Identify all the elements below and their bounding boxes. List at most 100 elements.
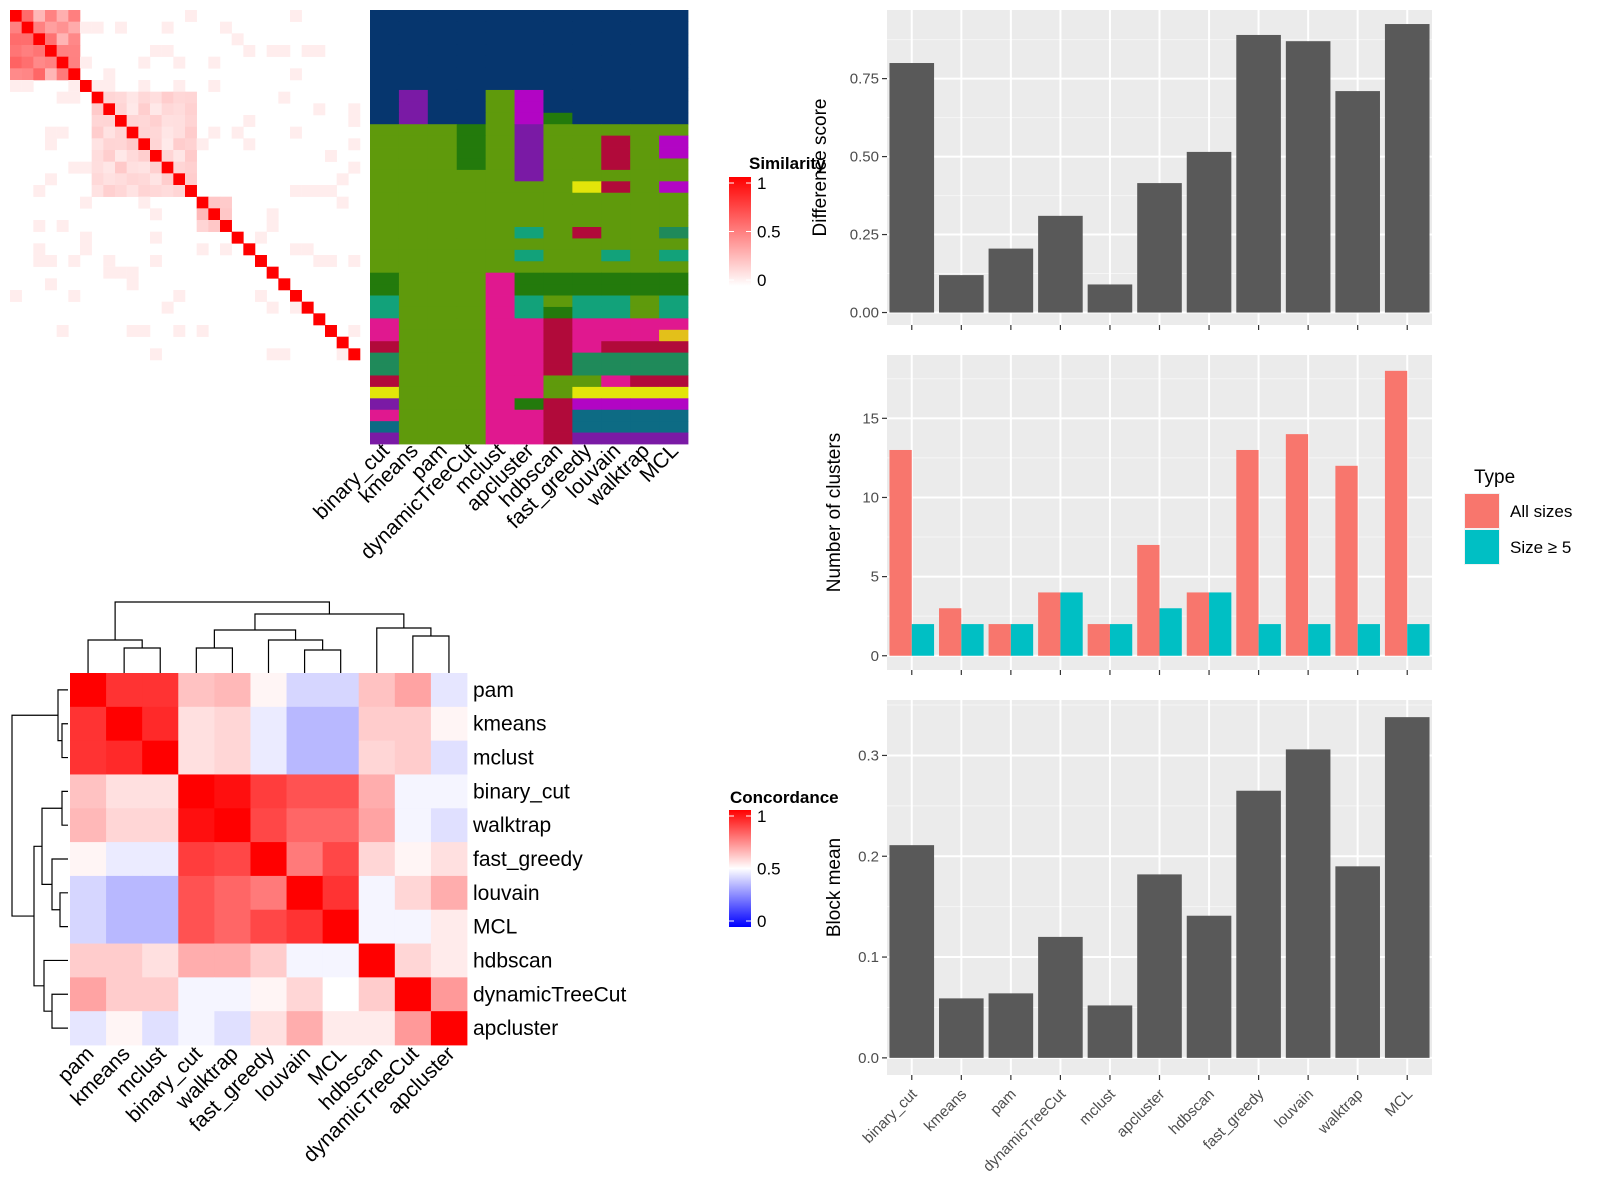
similarity-cell xyxy=(255,255,267,267)
similarity-cell xyxy=(138,196,151,209)
dendrogram-branch xyxy=(11,714,58,917)
concordance-cell xyxy=(70,706,107,742)
assignment-cell xyxy=(370,147,400,159)
assignment-cell xyxy=(543,32,573,45)
assignment-cell xyxy=(543,55,573,68)
bar xyxy=(889,63,935,313)
assignment-cell xyxy=(370,318,400,331)
assignment-cell xyxy=(398,375,429,388)
assignment-cell xyxy=(370,32,400,45)
assignment-cell xyxy=(514,386,544,399)
similarity-legend: Similarity 1 0.5 0 xyxy=(729,154,826,290)
similarity-cell xyxy=(150,115,162,127)
concordance-heatmap: pam kmeans mclust binary_cut walktrap fast_gr… xyxy=(53,673,626,1167)
similarity-cell xyxy=(173,56,186,69)
similarity-cell xyxy=(33,21,46,34)
assignment-cell xyxy=(572,124,602,137)
assignment-cell xyxy=(427,341,458,354)
concordance-cell xyxy=(214,774,251,809)
bar xyxy=(1137,183,1182,313)
concordance-cell xyxy=(358,706,396,742)
assignment-cell xyxy=(456,112,487,125)
concordance-row-label: kmeans xyxy=(473,713,547,736)
assignment-cell xyxy=(601,101,631,114)
assignment-cell xyxy=(659,192,689,205)
similarity-cell xyxy=(103,126,116,139)
concordance-cell xyxy=(250,706,287,742)
assignment-cell xyxy=(601,21,631,34)
concordance-row-label: louvain xyxy=(473,882,540,905)
bar xyxy=(1137,544,1160,656)
concordance-cell xyxy=(70,943,107,978)
assignment-cell xyxy=(514,261,544,274)
similarity-cell xyxy=(56,21,69,34)
assignment-cell xyxy=(427,181,458,194)
concordance-dendrograms xyxy=(11,601,450,1029)
assignment-cell xyxy=(601,227,631,239)
assignment-cell xyxy=(543,10,573,22)
concordance-cell xyxy=(250,1011,287,1046)
assignment-cell xyxy=(485,44,515,57)
concordance-cell xyxy=(70,774,107,809)
similarity-cell xyxy=(313,45,326,57)
concordance-cell xyxy=(394,977,432,1012)
similarity-cell xyxy=(348,103,361,116)
concordance-cell xyxy=(106,1011,143,1046)
assignment-cell xyxy=(398,112,429,125)
x-tick-label: apcluster xyxy=(1113,1086,1168,1141)
assignment-cell xyxy=(630,169,660,182)
concordance-cell xyxy=(394,1011,432,1046)
similarity-cell xyxy=(91,185,104,197)
assignment-cell xyxy=(659,21,689,34)
assignment-cell xyxy=(630,21,660,34)
x-tick-label: MCL xyxy=(1382,1086,1416,1120)
assignment-cell xyxy=(427,432,458,445)
assignment-cell xyxy=(572,261,602,274)
bar xyxy=(1236,449,1259,656)
concordance-cell xyxy=(286,977,324,1012)
similarity-cell xyxy=(68,80,81,92)
concordance-cell xyxy=(142,943,179,978)
dendrogram-branch xyxy=(57,689,68,742)
y-tick-label: 0.00 xyxy=(850,305,879,322)
concordance-legend-title: Concordance xyxy=(730,788,839,807)
assignment-cell xyxy=(514,227,544,239)
concordance-cell xyxy=(286,943,324,978)
assignment-cell xyxy=(485,215,515,228)
similarity-cell xyxy=(45,45,57,57)
assignment-cell xyxy=(427,124,458,137)
dendrogram-branch xyxy=(267,639,324,673)
similarity-cell xyxy=(68,10,81,22)
similarity-cell xyxy=(33,220,46,232)
assignment-cell xyxy=(543,318,573,331)
assignment-cell xyxy=(630,227,660,239)
assignment-cell xyxy=(572,78,602,91)
dendrogram-branch xyxy=(376,627,432,673)
y-tick-label: 15 xyxy=(862,410,879,427)
similarity-cell xyxy=(45,68,57,81)
similarity-cell xyxy=(45,56,57,69)
similarity-cell xyxy=(103,150,116,162)
assignment-cell xyxy=(398,306,429,319)
assignment-cell xyxy=(427,238,458,251)
assignment-cell xyxy=(514,249,544,262)
assignment-cell xyxy=(514,329,544,342)
similarity-cell xyxy=(56,56,69,69)
bar xyxy=(1384,717,1430,1058)
assignment-cell xyxy=(543,306,573,319)
assignment-cell xyxy=(514,238,544,251)
assignment-cell xyxy=(601,135,631,148)
assignment-cell xyxy=(659,386,689,399)
similarity-cell xyxy=(103,91,116,104)
assignment-cell xyxy=(514,147,544,159)
similarity-cell xyxy=(126,173,139,186)
similarity-cell xyxy=(45,10,57,22)
concordance-cell xyxy=(178,943,215,978)
similarity-cell xyxy=(185,91,197,104)
assignment-cell xyxy=(456,192,487,205)
assignment-cell xyxy=(572,55,602,68)
assignment-cell xyxy=(427,204,458,216)
assignment-cell xyxy=(398,284,429,296)
similarity-cell xyxy=(161,173,174,186)
similarity-cell xyxy=(348,348,361,361)
